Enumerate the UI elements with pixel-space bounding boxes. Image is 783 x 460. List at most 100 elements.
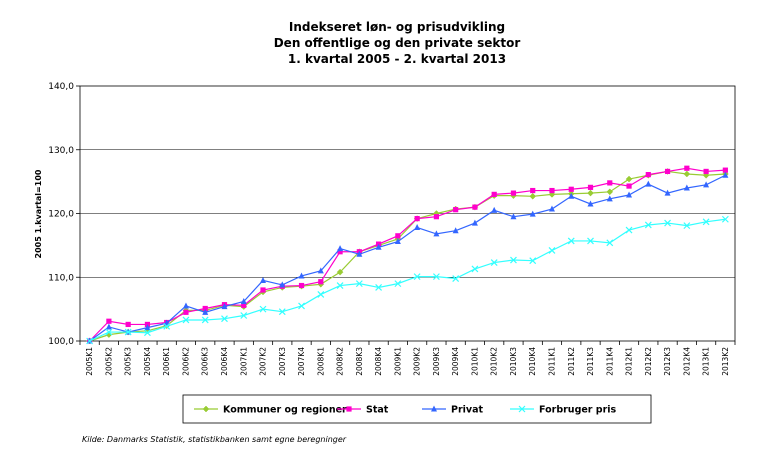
data-point xyxy=(702,218,710,226)
data-point xyxy=(202,305,208,312)
data-point xyxy=(529,192,537,200)
chart-title: Indekseret løn- og prisudvikling Den off… xyxy=(274,20,521,66)
data-point xyxy=(703,168,709,175)
legend-item: Privat xyxy=(422,405,484,416)
data-point xyxy=(124,328,132,336)
data-point xyxy=(317,267,324,274)
data-point xyxy=(337,245,344,252)
data-point xyxy=(664,219,671,227)
series-line xyxy=(89,218,726,342)
data-point xyxy=(568,186,574,192)
data-point xyxy=(86,337,94,345)
source-note: Kilde: Danmarks Statistik, statistikbank… xyxy=(82,435,347,444)
data-point xyxy=(413,273,421,281)
data-point xyxy=(259,305,267,313)
data-point xyxy=(703,181,710,188)
chart-title-line-3: 1. kvartal 2005 - 2. kvartal 2013 xyxy=(288,52,506,66)
data-point xyxy=(645,172,651,178)
data-point xyxy=(606,188,614,196)
x-tick-label: 2007K2 xyxy=(259,347,268,376)
x-tick-label: 2013K1 xyxy=(702,347,711,376)
legend-swatch-marker xyxy=(518,405,526,413)
data-point xyxy=(471,265,479,273)
legend-label: Forbruger pris xyxy=(539,405,617,416)
data-point xyxy=(587,237,594,245)
x-tick-label: 2009K1 xyxy=(393,347,402,376)
x-tick-label: 2012K4 xyxy=(682,347,691,376)
data-point xyxy=(394,280,402,288)
data-point xyxy=(453,207,459,213)
legend: Kommuner og regioner Stat Privat Forbruger … xyxy=(194,405,617,416)
data-point xyxy=(433,214,439,220)
x-tick-label: 2011K1 xyxy=(547,347,556,376)
y-tick-label: 140,0 xyxy=(48,82,74,92)
x-tick-label: 2005K2 xyxy=(104,347,113,376)
chart-title-line-1: Indekseret løn- og prisudvikling xyxy=(289,20,505,34)
data-point xyxy=(182,302,189,309)
data-point xyxy=(548,247,556,254)
data-point xyxy=(240,297,247,304)
data-point xyxy=(529,257,537,265)
data-point xyxy=(645,180,652,187)
x-tick-label: 2007K4 xyxy=(297,347,306,376)
data-point xyxy=(452,227,459,234)
legend-box xyxy=(182,394,652,424)
data-point xyxy=(549,187,555,194)
x-tick-label: 2012K3 xyxy=(663,347,672,376)
data-point xyxy=(221,315,228,323)
data-point xyxy=(356,250,363,257)
data-point xyxy=(683,184,690,191)
data-point xyxy=(606,239,614,247)
data-point xyxy=(587,200,594,207)
legend-swatch-marker xyxy=(202,405,210,413)
legend-item: Stat xyxy=(337,405,389,416)
x-tick-label: 2011K4 xyxy=(605,347,614,376)
data-point xyxy=(625,175,633,183)
data-point xyxy=(510,190,517,196)
data-point xyxy=(298,282,305,289)
data-point xyxy=(414,216,420,222)
x-tick-label: 2007K3 xyxy=(278,347,287,376)
y-tick-label: 110,0 xyxy=(48,273,74,283)
data-point xyxy=(260,276,267,283)
x-tick-label: 2011K3 xyxy=(586,347,595,376)
y-tick-label: 130,0 xyxy=(48,146,74,156)
data-point xyxy=(337,249,343,255)
x-tick-label: 2005K3 xyxy=(124,347,133,376)
data-point xyxy=(318,279,324,285)
data-point xyxy=(626,191,633,198)
x-tick-label: 2005K1 xyxy=(85,347,94,376)
data-point xyxy=(336,282,344,289)
data-point xyxy=(664,168,671,175)
legend-label: Stat xyxy=(366,405,389,416)
data-point xyxy=(355,280,363,288)
data-point xyxy=(626,183,632,189)
data-point xyxy=(394,238,401,245)
data-point xyxy=(491,191,497,197)
data-point xyxy=(432,273,440,281)
x-tick-label: 2010K4 xyxy=(528,347,537,376)
x-tick-label: 2009K4 xyxy=(451,347,460,376)
data-point xyxy=(606,195,613,202)
data-point xyxy=(548,205,555,212)
data-point xyxy=(625,226,633,234)
data-point xyxy=(298,272,305,279)
data-point xyxy=(587,189,594,197)
data-point xyxy=(490,259,498,267)
legend-item: Forbruger pris xyxy=(510,405,617,416)
data-point xyxy=(684,165,690,171)
data-point xyxy=(587,184,594,190)
x-tick-label: 2009K3 xyxy=(432,347,441,376)
x-axis-ticks: 2005K1 2005K2 2005K3 2005K4 2006K1 2006K2 2006… xyxy=(79,341,736,376)
data-point xyxy=(375,284,383,291)
data-point xyxy=(683,222,691,230)
data-point xyxy=(664,189,671,196)
series-group xyxy=(86,165,729,345)
data-point xyxy=(105,323,112,330)
data-point xyxy=(471,219,478,226)
data-point xyxy=(510,213,517,220)
x-tick-label: 2008K4 xyxy=(374,347,383,376)
legend-item: Kommuner og regioner xyxy=(194,405,347,416)
gridlines xyxy=(80,149,735,278)
